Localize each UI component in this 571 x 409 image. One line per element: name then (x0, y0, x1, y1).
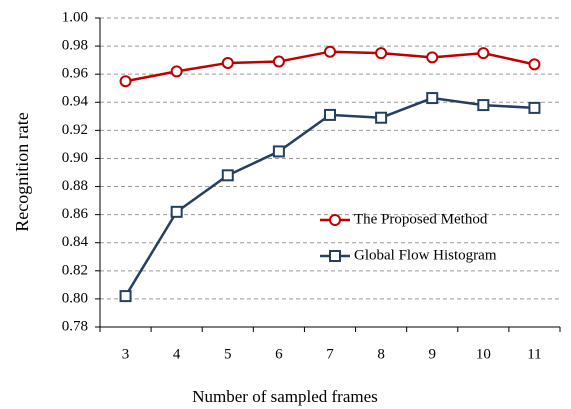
marker (324, 45, 336, 58)
legend-label: The Proposed Method (354, 211, 488, 227)
x-tick-label: 4 (173, 346, 181, 362)
y-tick-label: 0.78 (62, 318, 88, 334)
y-tick-label: 0.90 (62, 150, 88, 166)
marker (426, 92, 439, 105)
marker (272, 145, 285, 158)
series-line (124, 96, 535, 297)
x-tick-label: 6 (275, 346, 283, 362)
x-tick-label: 7 (326, 346, 334, 362)
marker (329, 214, 341, 226)
y-tick-label: 0.94 (62, 94, 89, 110)
y-tick-label: 0.80 (62, 290, 88, 306)
marker (528, 101, 541, 114)
marker (477, 99, 490, 112)
y-tick-label: 0.98 (62, 38, 88, 54)
x-tick-label: 9 (428, 346, 436, 362)
marker (170, 65, 183, 78)
marker (375, 111, 388, 124)
marker (119, 75, 132, 88)
y-tick-label: 0.92 (62, 122, 88, 138)
y-tick-label: 1.00 (62, 9, 88, 25)
marker (221, 56, 234, 69)
marker (375, 47, 388, 60)
x-tick-label: 11 (527, 346, 541, 362)
marker (329, 250, 341, 262)
y-tick-label: 0.82 (62, 262, 88, 278)
marker (477, 47, 490, 60)
x-axis-title: Number of sampled frames (192, 387, 378, 406)
y-tick-label: 0.88 (62, 178, 88, 194)
y-tick-label: 0.86 (62, 206, 89, 222)
marker (119, 290, 132, 303)
y-tick-label: 0.84 (62, 234, 89, 250)
y-tick-label: 0.96 (62, 66, 89, 82)
marker (170, 205, 183, 218)
marker (324, 108, 336, 121)
x-tick-label: 8 (377, 346, 385, 362)
x-tick-label: 3 (122, 346, 130, 362)
x-tick-label: 5 (224, 346, 232, 362)
legend-label: Global Flow Histogram (354, 247, 497, 263)
marker (221, 169, 234, 182)
y-axis-title: Recognition rate (12, 112, 32, 231)
x-tick-label: 10 (476, 346, 491, 362)
marker (528, 58, 541, 71)
marker (426, 51, 439, 64)
marker (272, 55, 285, 68)
